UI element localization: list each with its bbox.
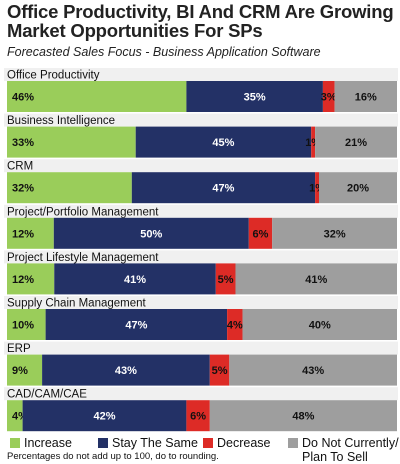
data-label-stay: 42% — [93, 411, 115, 423]
legend-swatch-stay — [98, 438, 108, 448]
data-label-stay: 47% — [212, 183, 234, 195]
bar-segment-stay — [53, 217, 249, 249]
bar-segment-decrease — [209, 354, 230, 386]
bar-segment-not-sell — [319, 172, 397, 204]
data-label-stay: 47% — [125, 320, 147, 332]
bar-segment-not-sell — [209, 400, 397, 432]
bar-segment-stay — [54, 263, 216, 295]
bar-segment-increase — [7, 126, 136, 158]
legend-item-stay: Stay The Same — [98, 436, 198, 450]
data-label-not-sell: 48% — [292, 411, 314, 423]
bar-segment-stay — [131, 172, 316, 204]
bar-segment-decrease — [227, 309, 243, 340]
bar-segment-increase — [7, 400, 23, 432]
data-label-increase: 32% — [12, 183, 34, 195]
category-band — [4, 159, 398, 173]
data-label-decrease: 6% — [190, 411, 206, 423]
bar-segment-increase — [7, 217, 54, 249]
data-label-not-sell: 43% — [302, 365, 324, 377]
category-band — [4, 113, 398, 127]
legend-item-not-sell: Do Not Currently/ — [288, 436, 399, 450]
bar-segment-stay — [186, 81, 323, 112]
data-label-not-sell: 21% — [345, 137, 367, 149]
chart-title: Office Productivity, BI And CRM Are Grow… — [7, 1, 394, 41]
category-label: Project/Portfolio Management — [7, 206, 159, 218]
legend-label-decrease: Decrease — [217, 436, 271, 450]
category-label: ERP — [7, 343, 31, 355]
data-label-not-sell: 20% — [347, 183, 369, 195]
bar-segment-decrease — [315, 172, 319, 204]
stacked-bar-chart: Office Productivity 46% 35% 3% 16% Business I… — [4, 68, 398, 432]
bar-segment-decrease — [311, 126, 316, 158]
category-label: CRM — [7, 161, 33, 173]
bar-segment-not-sell — [315, 126, 397, 158]
data-label-increase: 9% — [12, 365, 28, 377]
category-band — [4, 341, 398, 355]
data-label-decrease: 6% — [253, 228, 269, 240]
bar-segment-not-sell — [334, 81, 397, 112]
data-label-stay: 45% — [212, 137, 234, 149]
data-label-decrease: 5% — [218, 274, 234, 286]
data-label-increase: 12% — [12, 228, 34, 240]
legend: Increase Stay The Same Decrease Do Not C… — [6, 436, 399, 450]
legend-label-not-sell-1: Do Not Currently/ — [302, 436, 399, 450]
category-label: Office Productivity — [7, 70, 100, 82]
data-label-not-sell: 32% — [324, 228, 346, 240]
bar-segment-decrease — [322, 81, 335, 112]
data-label-decrease: 4% — [227, 320, 243, 332]
category-label: CAD/CAM/CAE — [7, 389, 87, 401]
bar-segment-increase — [7, 172, 132, 204]
data-label-increase: 33% — [12, 137, 34, 149]
data-label-stay: 35% — [244, 92, 266, 104]
category-label: Project Lifestyle Management — [7, 252, 159, 264]
legend-label-increase: Increase — [24, 436, 72, 450]
data-label-increase: 46% — [12, 92, 34, 104]
legend-item-decrease: Decrease — [203, 436, 271, 450]
bar-segment-decrease — [186, 400, 210, 432]
legend-swatch-decrease — [203, 438, 213, 448]
bar-segment-decrease — [248, 217, 273, 249]
data-label-not-sell: 40% — [309, 320, 331, 332]
bar-segment-stay — [135, 126, 312, 158]
data-label-increase: 10% — [12, 320, 34, 332]
bar-segment-increase — [7, 263, 55, 295]
bar-segment-increase — [7, 309, 46, 340]
data-label-increase: 12% — [12, 274, 34, 286]
category-label: Business Intelligence — [7, 115, 115, 127]
data-label-decrease: 5% — [212, 365, 228, 377]
legend-label-not-sell-2: Plan To Sell — [302, 450, 368, 464]
data-label-not-sell: 41% — [305, 274, 327, 286]
category-band — [4, 68, 398, 81]
bar-segment-not-sell — [272, 217, 397, 249]
bar-segment-not-sell — [229, 354, 397, 386]
legend-swatch-increase — [10, 438, 20, 448]
bar-segment-stay — [42, 354, 210, 386]
category-band — [4, 250, 398, 264]
category-band — [4, 204, 398, 218]
legend-swatch-not-sell — [288, 438, 298, 448]
data-label-stay: 43% — [115, 365, 137, 377]
bar-segment-stay — [22, 400, 187, 432]
legend-label-stay: Stay The Same — [112, 436, 198, 450]
data-label-stay: 50% — [140, 228, 162, 240]
bar-segment-increase — [7, 81, 187, 112]
bar-segment-stay — [45, 309, 228, 340]
data-label-not-sell: 16% — [355, 92, 377, 104]
chart-subtitle: Forecasted Sales Focus - Business Applic… — [7, 45, 321, 59]
category-label: Supply Chain Management — [7, 298, 147, 310]
footnote: Percentages do not add up to 100, do to … — [7, 451, 219, 462]
data-label-decrease: 3% — [321, 92, 337, 104]
bar-segment-not-sell — [235, 263, 397, 295]
bar-segment-increase — [7, 354, 43, 386]
legend-item-increase: Increase — [10, 436, 72, 450]
category-band — [4, 296, 398, 309]
data-label-stay: 41% — [124, 274, 146, 286]
bar-segment-not-sell — [242, 309, 397, 340]
bar-segment-decrease — [215, 263, 236, 295]
category-band — [4, 387, 398, 401]
